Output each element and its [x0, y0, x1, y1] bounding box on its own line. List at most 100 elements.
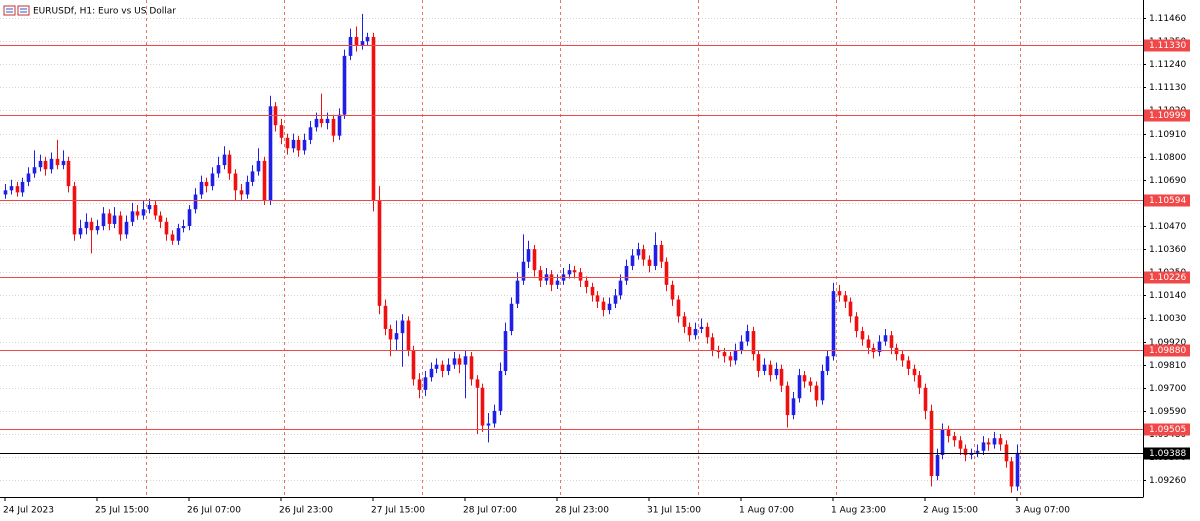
candle-body: [699, 326, 704, 329]
price-level-box: [1144, 447, 1190, 460]
candle-body: [250, 171, 255, 182]
candle-body: [728, 356, 733, 361]
candle-body: [940, 429, 945, 455]
candle-body: [170, 234, 175, 241]
x-tick-label: 24 Jul 2023: [3, 506, 54, 516]
candle-body: [595, 295, 600, 302]
candle-body: [981, 442, 986, 451]
candle-body: [739, 341, 744, 350]
candle-body: [802, 375, 807, 382]
candle-body: [797, 375, 802, 399]
candle-body: [521, 261, 526, 281]
chart-title: EURUSDf, H1: Euro vs US Dollar: [33, 7, 176, 17]
candle-body: [745, 331, 750, 342]
candle-body: [498, 370, 503, 411]
candle-body: [388, 328, 393, 340]
candle-body: [222, 154, 227, 166]
icon: [3, 5, 16, 16]
candle-body: [463, 356, 468, 365]
x-tick-label: 26 Jul 07:00: [187, 506, 241, 516]
candle-body: [107, 213, 112, 224]
candle-body: [423, 377, 428, 390]
candle-body: [262, 160, 267, 201]
candle-body: [871, 347, 876, 353]
candle-body: [774, 368, 779, 376]
plot: [0, 13, 1143, 493]
y-tick-label: 1.11240: [1149, 60, 1186, 70]
candle-body: [164, 221, 169, 235]
candle-body: [630, 255, 635, 266]
candle-body: [756, 354, 761, 371]
candle-body: [331, 118, 336, 136]
x-tick-label: 1 Aug 07:00: [739, 506, 794, 516]
candle-body: [693, 328, 698, 336]
candle-body: [365, 36, 370, 42]
y-tick-label: 1.10360: [1149, 245, 1186, 255]
candle-body: [636, 249, 641, 256]
price-level-label: 1.10594: [1149, 196, 1186, 206]
candle-body: [935, 454, 940, 476]
candle-body: [733, 349, 738, 361]
y-tick-label: 1.10800: [1149, 153, 1186, 163]
price-level-label: 1.09505: [1149, 425, 1186, 435]
candle-body: [509, 303, 514, 332]
y-tick-label: 1.10910: [1149, 130, 1186, 140]
candle-body: [946, 429, 951, 437]
candle-body: [49, 158, 54, 170]
candle-body: [992, 438, 997, 445]
price-level-box: [1144, 109, 1190, 122]
candle-body: [814, 385, 819, 401]
candle-body: [791, 398, 796, 416]
y-tick-label: 1.09260: [1149, 476, 1186, 486]
candle-body: [130, 211, 135, 222]
candle-body: [848, 301, 853, 317]
candle-body: [641, 249, 646, 260]
candle-body: [245, 181, 250, 195]
candle-body: [555, 280, 560, 285]
candle-body: [61, 160, 66, 166]
y-tick-label: 1.09810: [1149, 361, 1186, 371]
candle-body: [1009, 461, 1014, 487]
candle-body: [95, 226, 100, 231]
price-level-label: 1.10999: [1149, 111, 1186, 121]
candle-body: [590, 286, 595, 296]
icon: [17, 5, 30, 16]
candle-body: [216, 165, 221, 174]
candle-body: [319, 118, 324, 124]
candle-body: [532, 249, 537, 271]
candle-body: [101, 213, 106, 227]
candle-body: [417, 379, 422, 390]
candle-body: [682, 316, 687, 327]
candle-body: [486, 423, 491, 426]
candle-body: [210, 173, 215, 187]
candle-body: [268, 106, 273, 201]
candle-body: [929, 410, 934, 476]
candle-body: [440, 364, 445, 371]
candle-body: [291, 139, 296, 149]
candle-body: [716, 349, 721, 353]
candle-body: [383, 305, 388, 329]
candle-body: [710, 337, 715, 350]
candle-body: [176, 228, 181, 241]
candle-body: [831, 291, 836, 357]
candle-body: [986, 442, 991, 445]
candle-body: [285, 137, 290, 149]
candle-body: [279, 125, 284, 138]
candle-body: [538, 270, 543, 281]
candle-body: [883, 335, 888, 342]
candle-body: [768, 364, 773, 376]
candle-body: [515, 280, 520, 304]
candle-body: [32, 167, 37, 174]
overlay: 1.114601.113501.112401.111301.110201.109…: [3, 14, 1190, 516]
price-level-label: 1.09388: [1149, 449, 1186, 459]
candle-body: [923, 387, 928, 411]
candle-body: [452, 358, 457, 365]
candle-body: [141, 209, 146, 216]
candle-body: [434, 364, 439, 369]
candle-body: [492, 410, 497, 424]
y-tick-label: 1.10690: [1149, 176, 1186, 186]
candle-body: [676, 299, 681, 317]
candle-body: [199, 181, 204, 195]
candle-body: [20, 181, 25, 193]
